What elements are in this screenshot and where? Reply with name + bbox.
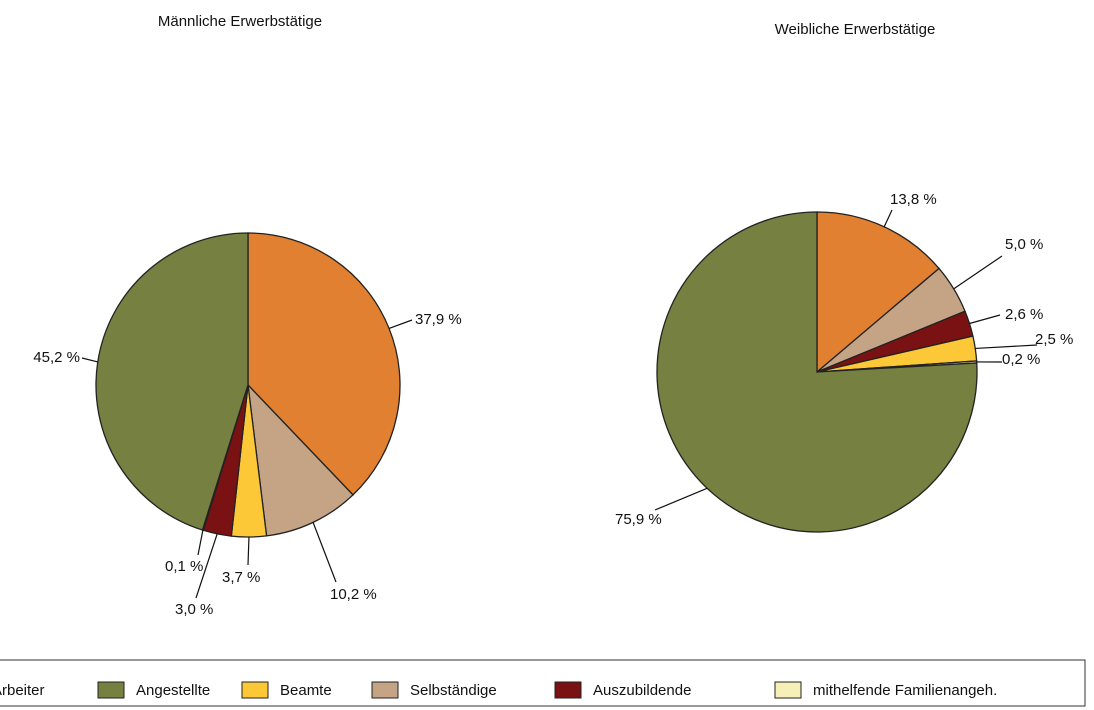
legend-swatch [554,681,582,699]
legend-box [0,659,1086,707]
leader-line [883,209,893,228]
data-label: 3,7 % [222,569,260,586]
legend-swatch [241,681,269,699]
legend-swatch [97,681,125,699]
leader-line [197,530,204,556]
leader-line [388,319,413,329]
data-label: 0,2 % [1002,351,1040,368]
pie-slice [656,211,978,533]
leader-line [312,522,337,583]
data-label: 3,0 % [175,601,213,618]
data-label: 37,9 % [415,311,462,328]
leader-line [969,314,1001,325]
legend-label: Selbständige [410,682,497,699]
data-label: 45,2 % [33,349,80,366]
data-label: 13,8 % [890,191,937,208]
leader-line [975,344,1038,350]
legend-label: Beamte [280,682,332,699]
legend-label: mithelfende Familienangeh. [813,682,997,699]
leader-line [81,357,98,363]
data-label: 2,5 % [1035,331,1073,348]
legend-swatch [774,681,802,699]
data-label: 2,6 % [1005,306,1043,323]
data-label: 75,9 % [615,511,662,528]
leader-line [953,255,1003,290]
legend-label: Arbeiter [0,682,45,699]
leader-line [654,487,708,511]
leader-line [247,536,250,566]
data-label: 5,0 % [1005,236,1043,253]
data-label: 0,1 % [165,558,203,575]
leader-line [195,533,218,599]
chart-title: Weibliche Erwerbstätige [775,21,936,38]
data-label: 10,2 % [330,586,377,603]
chart-title: Männliche Erwerbstätige [158,13,322,30]
legend-label: Angestellte [136,682,210,699]
legend-swatch [371,681,399,699]
legend-label: Auszubildende [593,682,691,699]
